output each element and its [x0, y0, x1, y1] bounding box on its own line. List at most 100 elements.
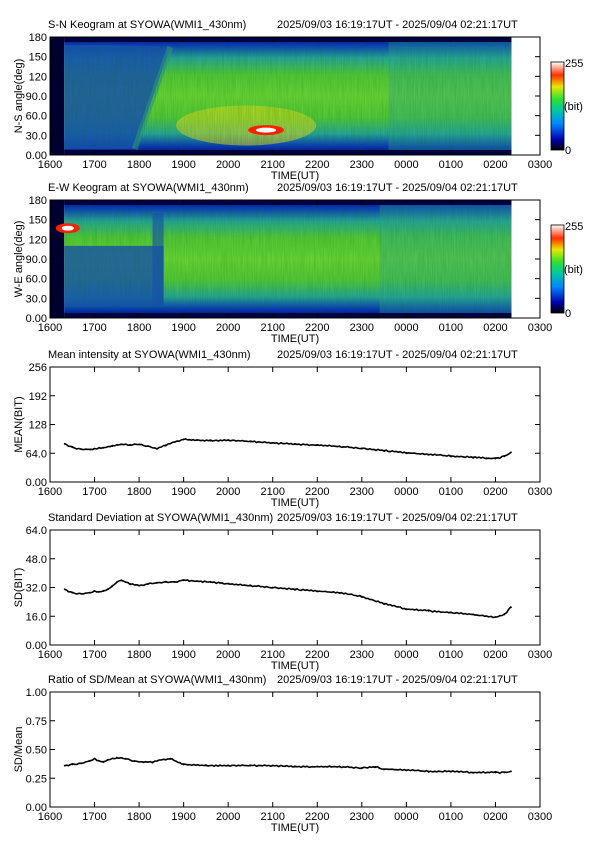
ratio-xtick-label-1: 1700: [82, 811, 106, 823]
ratio-point-28: [450, 770, 452, 773]
sn-panel: S-N Keogram at SYOWA(WMI1_430nm) 2025/09/…: [13, 19, 583, 182]
ratio-point-13: [160, 758, 163, 761]
sn-bright-spot-core-0: [256, 127, 277, 133]
ew-xlabel: TIME(UT): [271, 333, 319, 345]
ratio-point-11: [142, 761, 145, 764]
ratio-ytick-label-3: 0.75: [26, 716, 47, 728]
mean-ytick-label-0: 0.00: [26, 477, 47, 489]
sd-point-2: [80, 592, 83, 595]
ratio-point-26: [405, 769, 408, 772]
sd-point-25: [316, 590, 319, 592]
sd-point-24: [294, 588, 296, 591]
mean-ytick-label-4: 256: [29, 362, 47, 374]
sn-period: 2025/09/03 16:19:17UT - 2025/09/04 02:21…: [277, 19, 518, 31]
sd-ytick-label-2: 32.0: [26, 583, 47, 595]
mean-point-10: [147, 445, 149, 447]
ew-ytick-label-5: 150: [29, 215, 47, 227]
ratio-point-20: [294, 765, 296, 768]
mean-point-18: [249, 440, 252, 443]
sd-period: 2025/09/03 16:19:17UT - 2025/09/04 02:21…: [277, 512, 518, 524]
sn-ylabel: N-S angle(deg): [13, 59, 25, 134]
sd-point-0: [63, 588, 66, 591]
sd-point-36: [510, 606, 512, 609]
sd-point-23: [271, 586, 274, 589]
ew-colorbar-max: 255: [565, 221, 583, 233]
sd-xtick-label-11: 0300: [528, 649, 552, 661]
ratio-xtick-label-6: 2200: [305, 811, 329, 823]
ew-colorbar: [550, 224, 565, 314]
ew-ytick-label-4: 120: [29, 234, 47, 246]
mean-xtick-label-4: 2000: [216, 486, 240, 498]
ratio-ytick-label-2: 0.50: [26, 745, 47, 757]
sn-xtick-label-6: 2200: [305, 159, 329, 171]
sn-xlabel: TIME(UT): [271, 170, 319, 182]
ew-xtick-label-11: 0300: [528, 322, 552, 334]
mean-series-line: [64, 438, 512, 460]
ratio-period: 2025/09/03 16:19:17UT - 2025/09/04 02:21…: [277, 674, 518, 686]
mean-xtick-label-3: 1900: [171, 486, 195, 498]
ratio-xtick-label-3: 1900: [171, 811, 195, 823]
ew-ytick-label-3: 90.0: [26, 254, 47, 266]
sn-xtick-label-2: 1800: [127, 159, 151, 171]
mean-point-29: [485, 457, 488, 460]
sd-point-13: [138, 584, 140, 587]
sn-leading-gap: [50, 37, 65, 155]
sd-point-15: [156, 582, 158, 584]
sd-title: Standard Deviation at SYOWA(WMI1_430nm): [48, 512, 273, 524]
ratio-point-19: [271, 764, 274, 767]
mean-xtick-label-1: 1700: [82, 486, 106, 498]
ratio-title: Ratio of SD/Mean at SYOWA(WMI1_430nm): [48, 674, 266, 686]
sd-series-line: [64, 579, 512, 619]
mean-point-12: [164, 444, 167, 447]
sn-ytick-label-4: 120: [29, 71, 47, 83]
sd-point-31: [450, 611, 452, 614]
mean-point-26: [427, 453, 430, 456]
ratio-point-10: [133, 760, 136, 762]
mean-ylabel: MEAN(BIT): [13, 396, 25, 452]
mean-point-0: [63, 442, 66, 445]
ratio-point-9: [124, 757, 127, 760]
mean-point-27: [450, 455, 452, 457]
sn-colorbar: [550, 61, 565, 151]
mean-point-13: [173, 441, 176, 443]
sn-colorbar-unit: (bit): [564, 101, 583, 113]
ratio-point-29: [472, 771, 475, 774]
sn-xtick-label-1: 1700: [82, 159, 106, 171]
ratio-xtick-label-9: 0100: [439, 811, 463, 823]
sn-ytick-label-0: 0.00: [26, 150, 47, 162]
sd-point-9: [115, 581, 118, 584]
ew-xtick-label-0: 1600: [38, 322, 62, 334]
sd-ytick-label-1: 16.0: [26, 611, 47, 623]
sn-xtick-label-0: 1600: [38, 159, 62, 171]
sd-point-14: [147, 583, 149, 585]
ew-xtick-label-8: 0000: [394, 322, 418, 334]
ratio-point-15: [182, 763, 185, 766]
mean-point-24: [383, 449, 385, 452]
mean-point-1: [71, 446, 74, 449]
sd-point-19: [196, 580, 198, 583]
mean-ytick-label-2: 128: [29, 420, 47, 432]
ew-ytick-label-0: 0.00: [26, 313, 47, 325]
sd-xtick-label-0: 1600: [38, 649, 62, 661]
ratio-point-16: [205, 764, 207, 767]
mean-xtick-label-10: 0200: [483, 486, 507, 498]
mean-ytick-label-3: 192: [29, 391, 47, 403]
sn-xtick-label-8: 0000: [394, 159, 418, 171]
mean-point-4: [93, 447, 96, 450]
sd-point-29: [405, 608, 408, 610]
ratio-xtick-label-11: 0300: [528, 811, 552, 823]
mean-ytick-label-1: 64.0: [26, 448, 47, 460]
ew-xtick-label-5: 2100: [260, 322, 284, 334]
sn-ytick-label-1: 30.0: [26, 130, 47, 142]
ew-title: E-W Keogram at SYOWA(WMI1_430nm): [48, 182, 249, 194]
ew-bright-spot-core-0: [61, 225, 74, 231]
ratio-xtick-label-8: 0000: [394, 811, 418, 823]
mean-point-16: [209, 439, 212, 442]
ew-xtick-label-2: 1800: [127, 322, 151, 334]
ew-bottom-edge: [64, 313, 512, 318]
mean-point-5: [102, 446, 105, 449]
ratio-point-25: [383, 768, 385, 770]
ratio-point-24: [374, 765, 377, 768]
sd-point-6: [102, 590, 105, 592]
